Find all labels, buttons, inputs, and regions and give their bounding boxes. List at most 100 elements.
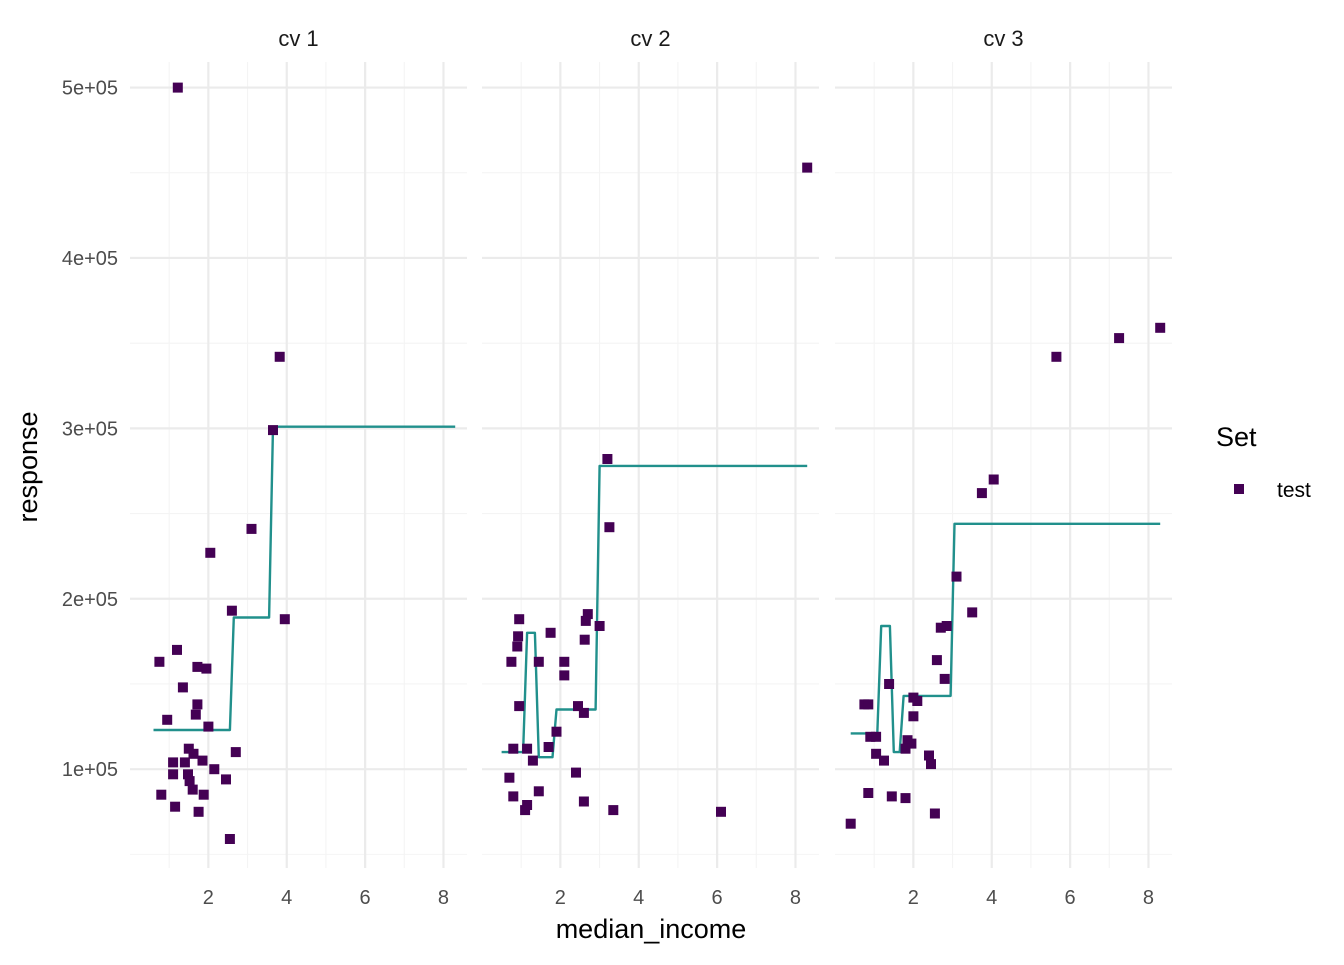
data-point: [205, 547, 216, 558]
data-point: [522, 800, 533, 810]
data-point: [187, 784, 198, 795]
data-point: [170, 801, 181, 812]
y-axis: 1e+05 2e+05 3e+05 4e+05 5e+05: [62, 78, 118, 782]
data-point: [1114, 333, 1125, 344]
data-point: [527, 755, 538, 766]
facet-label: cv 2: [630, 26, 670, 51]
x-axis-title: median_income: [556, 914, 747, 944]
data-point: [551, 726, 562, 737]
data-point: [508, 791, 519, 802]
x-tick-label: 4: [281, 887, 292, 909]
data-point: [884, 679, 895, 689]
data-point: [226, 605, 237, 616]
data-point: [988, 474, 999, 485]
data-point: [154, 656, 165, 667]
data-point: [198, 789, 209, 800]
data-point: [594, 621, 605, 631]
x-tick-label: 6: [360, 887, 371, 909]
data-point: [863, 788, 874, 798]
data-point: [508, 743, 519, 754]
data-point: [192, 699, 203, 710]
data-point: [177, 682, 188, 693]
x-tick-label: 6: [712, 887, 723, 909]
data-point: [192, 661, 203, 672]
data-point: [929, 808, 940, 819]
data-point: [1051, 351, 1062, 362]
facet-panel-2: cv 2 2 4 6 8: [482, 26, 819, 909]
data-point: [168, 757, 179, 768]
data-point: [183, 743, 194, 754]
data-point: [908, 711, 919, 722]
data-point: [274, 351, 285, 362]
data-point: [230, 747, 241, 758]
legend: Set test: [1216, 422, 1311, 502]
data-point: [224, 834, 235, 844]
data-point: [951, 571, 962, 582]
x-tick-label: 4: [986, 887, 997, 909]
data-point: [193, 806, 204, 817]
data-point: [168, 769, 179, 780]
data-point: [514, 701, 525, 712]
data-point: [924, 750, 934, 761]
data-point: [188, 748, 199, 759]
prediction-line: [153, 425, 456, 732]
data-point: [573, 701, 583, 712]
y-tick-label: 4e+05: [62, 248, 118, 270]
data-point: [604, 522, 615, 533]
x-tick-label: 2: [555, 887, 566, 909]
facet-label: cv 1: [278, 26, 318, 51]
data-point: [939, 673, 950, 684]
data-point: [512, 641, 523, 652]
data-point: [184, 776, 195, 787]
x-tick-label: 2: [203, 887, 214, 909]
data-point: [579, 634, 590, 645]
data-point: [513, 631, 524, 642]
data-point: [886, 791, 897, 802]
legend-title: Set: [1216, 422, 1257, 452]
data-point: [543, 742, 554, 752]
data-point: [865, 731, 876, 742]
data-point: [935, 622, 946, 633]
data-point: [504, 772, 515, 783]
data-point: [931, 655, 942, 666]
data-point: [578, 707, 589, 718]
data-point: [246, 523, 257, 534]
data-point: [1155, 322, 1166, 333]
data-point: [602, 454, 613, 464]
y-tick-label: 2e+05: [62, 589, 118, 611]
data-point: [156, 789, 167, 800]
y-axis-title: response: [13, 411, 43, 522]
facet-panel-1: cv 1 2 4 6 8: [130, 26, 467, 909]
data-point: [506, 656, 517, 667]
data-point: [900, 793, 911, 804]
data-point: [179, 757, 190, 768]
data-point: [197, 755, 208, 766]
data-point: [279, 614, 290, 625]
data-point: [871, 748, 882, 759]
data-point: [926, 759, 936, 770]
data-point: [172, 644, 182, 655]
data-point: [582, 609, 593, 620]
facet-panel-3: cv 3 2 4 6 8: [835, 26, 1172, 909]
x-tick-label: 8: [790, 887, 801, 909]
y-tick-label: 1e+05: [62, 759, 118, 781]
data-point: [608, 805, 619, 816]
data-point: [941, 621, 952, 631]
y-tick-label: 3e+05: [62, 418, 118, 440]
x-tick-label: 4: [633, 887, 644, 909]
data-point: [221, 774, 231, 785]
data-point: [545, 627, 556, 638]
legend-label-test: test: [1277, 479, 1311, 502]
data-point: [183, 769, 193, 780]
data-point: [559, 670, 570, 681]
legend-key-test: [1234, 484, 1244, 494]
data-point: [879, 755, 889, 766]
data-point: [716, 806, 726, 817]
data-point: [900, 743, 911, 754]
data-point: [580, 615, 591, 626]
x-tick-label: 2: [908, 887, 919, 909]
data-point: [976, 488, 987, 499]
data-point: [522, 743, 533, 754]
data-point: [571, 767, 581, 778]
